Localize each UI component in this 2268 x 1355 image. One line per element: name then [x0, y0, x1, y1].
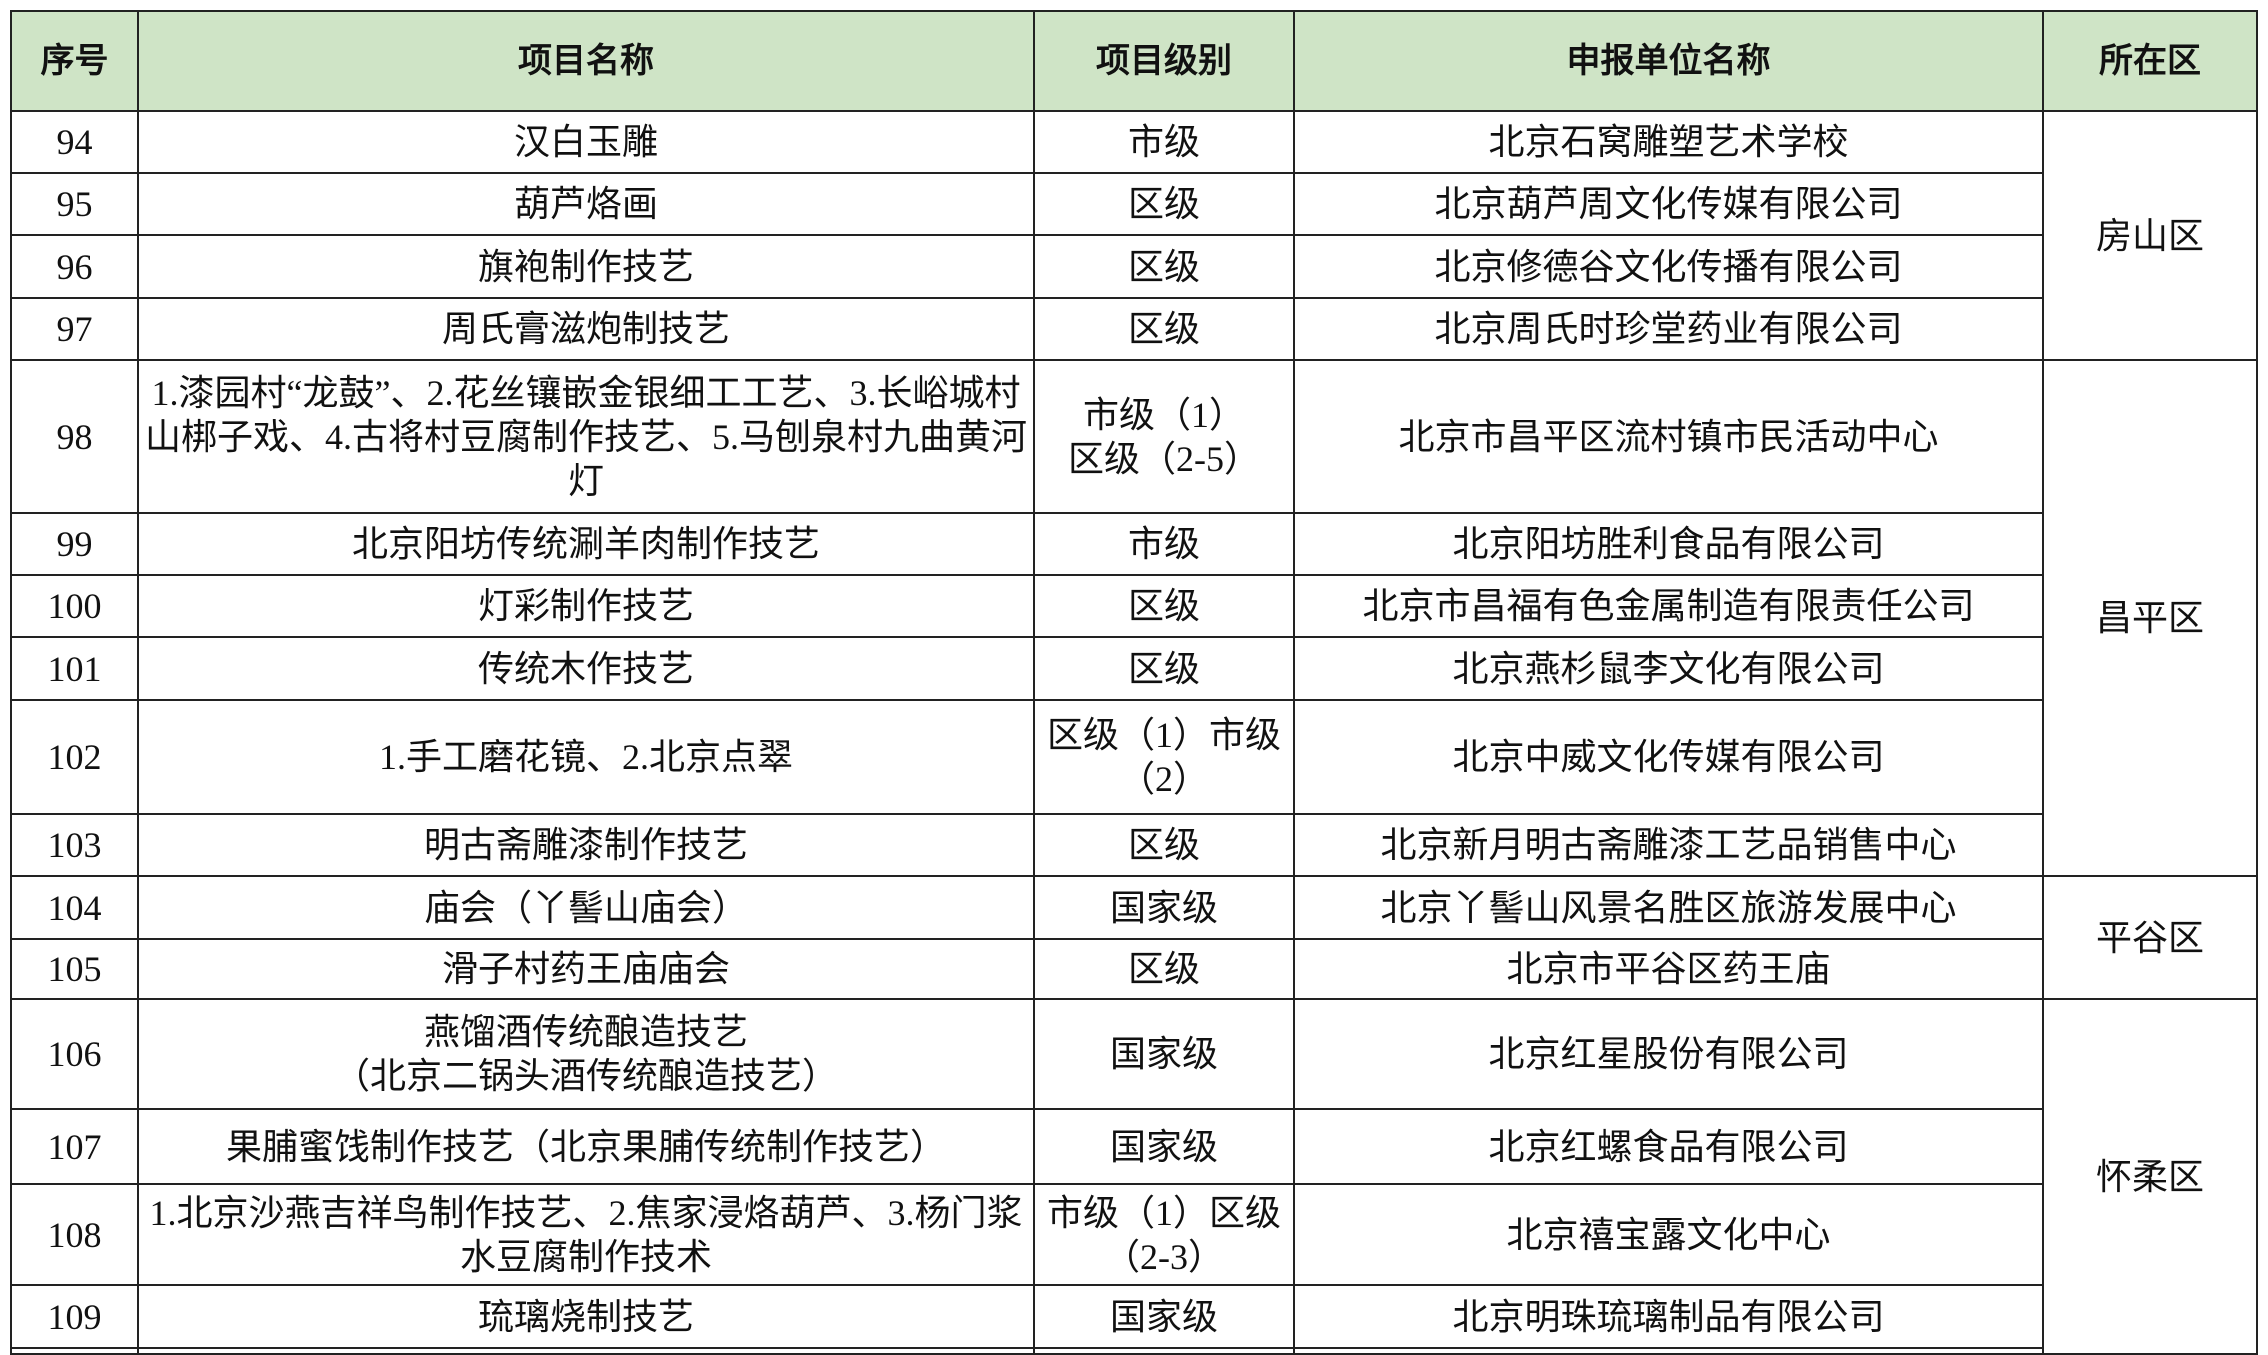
cell-no: 99	[10, 512, 139, 576]
cell-level: 区级	[1033, 636, 1295, 701]
cell-unit: 北京禧宝露文化中心	[1293, 1183, 2044, 1286]
cell-name: 琉璃烧制技艺	[137, 1284, 1035, 1349]
cell-name: 庙会（丫髻山庙会）	[137, 875, 1035, 940]
table-row: 96 旗袍制作技艺 区级 北京修德谷文化传播有限公司	[10, 234, 2257, 299]
cell-level: 区级	[1033, 938, 1295, 1000]
header-unit: 申报单位名称	[1293, 10, 2044, 112]
cell-no: 103	[10, 813, 139, 877]
cell-name: 灯彩制作技艺	[137, 574, 1035, 638]
cell-district: 怀柔区	[2042, 998, 2258, 1355]
table-row: 102 1.手工磨花镜、2.北京点翠 区级（1）市级（2） 北京中威文化传媒有限公司	[10, 699, 2257, 815]
cell-unit: 北京新月明古斋雕漆工艺品销售中心	[1293, 813, 2044, 877]
cell-name: 旗袍制作技艺	[137, 234, 1035, 299]
table-row: 98 1.漆园村“龙鼓”、2.花丝镶嵌金银细工工艺、3.长峪城村山梆子戏、4.古将…	[10, 359, 2258, 877]
header-district: 所在区	[2042, 10, 2258, 112]
cell-level: 区级	[1033, 813, 1295, 877]
cell-name: 北京阳坊传统涮羊肉制作技艺	[137, 512, 1035, 576]
table-row: 94 汉白玉雕 市级 北京石窝雕塑艺术学校 房山区	[10, 110, 2258, 361]
cell-district: 昌平区	[2042, 359, 2258, 877]
cell-unit: 北京石窝雕塑艺术学校	[1293, 110, 2044, 174]
table-row	[10, 1347, 2257, 1355]
table-row: 101 传统木作技艺 区级 北京燕杉鼠李文化有限公司	[10, 636, 2257, 701]
cell-level: 区级	[1033, 234, 1295, 299]
cell-level: 区级	[1033, 297, 1295, 361]
cell-no: 102	[10, 699, 139, 815]
cell-level: 市级（1） 区级（2-5）	[1033, 359, 1295, 514]
cell-no: 96	[10, 234, 139, 299]
cell-unit: 北京燕杉鼠李文化有限公司	[1293, 636, 2044, 701]
cell-name: 果脯蜜饯制作技艺（北京果脯传统制作技艺）	[137, 1108, 1035, 1185]
cell-level: 市级（1）区级（2-3）	[1033, 1183, 1295, 1286]
cell-unit: 北京红螺食品有限公司	[1293, 1108, 2044, 1185]
empty-cell	[10, 1347, 139, 1355]
cell-district: 平谷区	[2042, 875, 2258, 1000]
cell-no: 94	[10, 110, 139, 174]
cell-level: 国家级	[1033, 998, 1295, 1110]
cell-name: 滑子村药王庙庙会	[137, 938, 1035, 1000]
empty-cell	[1033, 1347, 1295, 1355]
cell-unit: 北京修德谷文化传播有限公司	[1293, 234, 2044, 299]
cell-no: 106	[10, 998, 139, 1110]
cell-name: 明古斋雕漆制作技艺	[137, 813, 1035, 877]
header-level: 项目级别	[1033, 10, 1295, 112]
cell-unit: 北京市昌福有色金属制造有限责任公司	[1293, 574, 2044, 638]
cell-unit: 北京市平谷区药王庙	[1293, 938, 2044, 1000]
cell-unit: 北京红星股份有限公司	[1293, 998, 2044, 1110]
cell-no: 108	[10, 1183, 139, 1286]
cell-name: 周氏膏滋炮制技艺	[137, 297, 1035, 361]
cell-name: 1.漆园村“龙鼓”、2.花丝镶嵌金银细工工艺、3.长峪城村山梆子戏、4.古将村豆…	[137, 359, 1035, 514]
table-row: 103 明古斋雕漆制作技艺 区级 北京新月明古斋雕漆工艺品销售中心	[10, 813, 2257, 877]
table-row: 104 庙会（丫髻山庙会） 国家级 北京丫髻山风景名胜区旅游发展中心 平谷区	[10, 875, 2258, 1000]
cell-level: 市级	[1033, 110, 1295, 174]
table-row: 105 滑子村药王庙庙会 区级 北京市平谷区药王庙	[10, 938, 2257, 1000]
cell-level: 国家级	[1033, 1284, 1295, 1349]
table-row: 95 葫芦烙画 区级 北京葫芦周文化传媒有限公司	[10, 172, 2257, 236]
cell-name: 传统木作技艺	[137, 636, 1035, 701]
cell-level: 市级	[1033, 512, 1295, 576]
cell-level: 国家级	[1033, 1108, 1295, 1185]
empty-cell	[1293, 1347, 2044, 1355]
cell-name: 汉白玉雕	[137, 110, 1035, 174]
cell-unit: 北京中威文化传媒有限公司	[1293, 699, 2044, 815]
cell-unit: 北京周氏时珍堂药业有限公司	[1293, 297, 2044, 361]
cell-name: 燕馏酒传统酿造技艺 （北京二锅头酒传统酿造技艺）	[137, 998, 1035, 1110]
cell-no: 109	[10, 1284, 139, 1349]
table-row: 106 燕馏酒传统酿造技艺 （北京二锅头酒传统酿造技艺） 国家级 北京红星股份有限公司…	[10, 998, 2258, 1355]
cell-unit: 北京葫芦周文化传媒有限公司	[1293, 172, 2044, 236]
cell-no: 95	[10, 172, 139, 236]
header-name: 项目名称	[137, 10, 1035, 112]
cell-level: 区级	[1033, 172, 1295, 236]
cell-level: 国家级	[1033, 875, 1295, 940]
heritage-table: 序号 项目名称 项目级别 申报单位名称 所在区 94 汉白玉雕 市级 北京石窝雕塑艺术…	[10, 10, 2258, 1355]
cell-name: 1.北京沙燕吉祥鸟制作技艺、2.焦家浸烙葫芦、3.杨门浆水豆腐制作技术	[137, 1183, 1035, 1286]
header-row: 序号 项目名称 项目级别 申报单位名称 所在区	[10, 10, 2258, 112]
cell-no: 104	[10, 875, 139, 940]
cell-no: 105	[10, 938, 139, 1000]
table-row: 107 果脯蜜饯制作技艺（北京果脯传统制作技艺） 国家级 北京红螺食品有限公司	[10, 1108, 2257, 1185]
cell-name: 1.手工磨花镜、2.北京点翠	[137, 699, 1035, 815]
cell-no: 98	[10, 359, 139, 514]
cell-no: 97	[10, 297, 139, 361]
cell-unit: 北京丫髻山风景名胜区旅游发展中心	[1293, 875, 2044, 940]
cell-no: 100	[10, 574, 139, 638]
table-row: 108 1.北京沙燕吉祥鸟制作技艺、2.焦家浸烙葫芦、3.杨门浆水豆腐制作技术 市级…	[10, 1183, 2257, 1286]
header-no: 序号	[10, 10, 139, 112]
cell-district: 房山区	[2042, 110, 2258, 361]
cell-level: 区级（1）市级（2）	[1033, 699, 1295, 815]
table-row: 99 北京阳坊传统涮羊肉制作技艺 市级 北京阳坊胜利食品有限公司	[10, 512, 2257, 576]
cell-no: 101	[10, 636, 139, 701]
cell-unit: 北京阳坊胜利食品有限公司	[1293, 512, 2044, 576]
cell-name: 葫芦烙画	[137, 172, 1035, 236]
cell-level: 区级	[1033, 574, 1295, 638]
cell-unit: 北京明珠琉璃制品有限公司	[1293, 1284, 2044, 1349]
table-row: 100 灯彩制作技艺 区级 北京市昌福有色金属制造有限责任公司	[10, 574, 2257, 638]
cell-unit: 北京市昌平区流村镇市民活动中心	[1293, 359, 2044, 514]
cell-no: 107	[10, 1108, 139, 1185]
table-row: 97 周氏膏滋炮制技艺 区级 北京周氏时珍堂药业有限公司	[10, 297, 2257, 361]
table-row: 109 琉璃烧制技艺 国家级 北京明珠琉璃制品有限公司	[10, 1284, 2257, 1349]
empty-cell	[137, 1347, 1035, 1355]
